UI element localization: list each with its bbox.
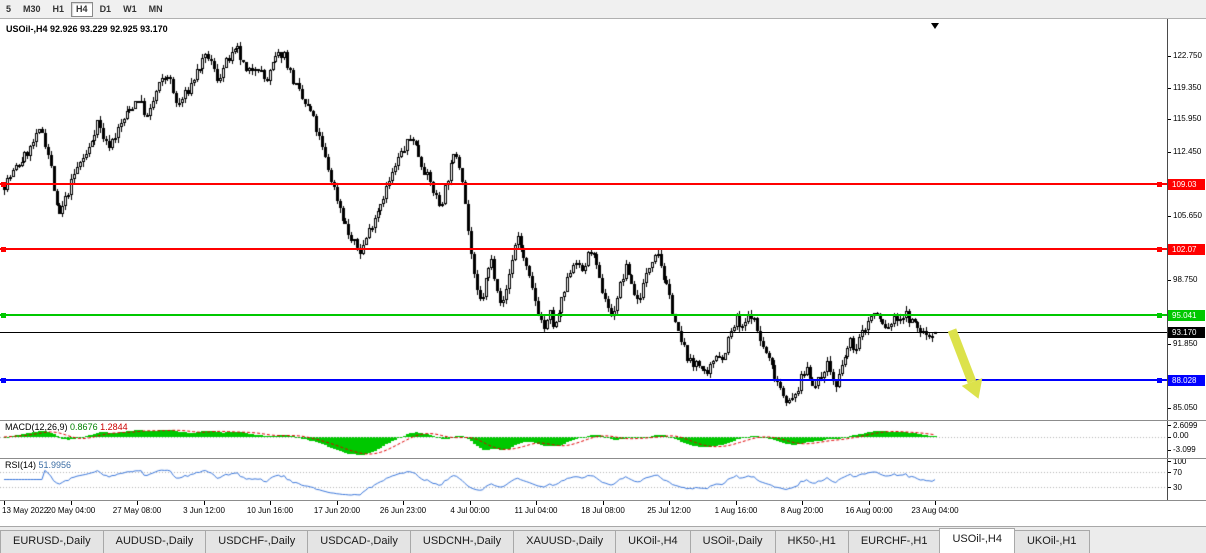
tab-usdcad-daily[interactable]: USDCAD-,Daily bbox=[307, 530, 411, 553]
chart-title: USOil-,H4 92.926 93.229 92.925 93.170 bbox=[6, 24, 168, 34]
time-axis-label: 10 Jun 16:00 bbox=[246, 506, 294, 515]
tab-audusd-daily[interactable]: AUDUSD-,Daily bbox=[102, 530, 207, 553]
timeframe-h1-button[interactable]: H1 bbox=[48, 2, 70, 17]
chart-canvas[interactable] bbox=[0, 0, 1167, 501]
time-axis-label: 11 Jul 04:00 bbox=[514, 506, 558, 515]
time-axis-tick bbox=[736, 501, 737, 505]
time-axis-tick bbox=[71, 501, 72, 505]
timeframe-mn-button[interactable]: MN bbox=[144, 2, 168, 17]
time-axis-label: 3 Jun 12:00 bbox=[183, 506, 225, 515]
tab-usoil-daily[interactable]: USOil-,Daily bbox=[689, 530, 776, 553]
time-axis-label: 26 Jun 23:00 bbox=[379, 506, 427, 515]
time-axis-label: 27 May 08:00 bbox=[112, 506, 162, 515]
time-axis-label: 13 May 2022 bbox=[2, 506, 49, 515]
time-axis-label: 4 Jul 00:00 bbox=[450, 506, 490, 515]
time-axis-tick bbox=[137, 501, 138, 505]
tab-usoil-h4[interactable]: USOil-,H4 bbox=[939, 528, 1015, 553]
annotation-arrow-icon[interactable] bbox=[942, 324, 997, 409]
tab-ukoil-h4[interactable]: UKOil-,H4 bbox=[615, 530, 691, 553]
timeframe-d1-button[interactable]: D1 bbox=[95, 2, 117, 17]
macd-value-signal: 1.2844 bbox=[100, 422, 128, 432]
time-axis-tick bbox=[470, 501, 471, 505]
time-axis-tick bbox=[337, 501, 338, 505]
tab-ukoil-h1[interactable]: UKOil-,H1 bbox=[1013, 530, 1090, 553]
time-axis-tick bbox=[802, 501, 803, 505]
time-axis-tick bbox=[869, 501, 870, 505]
time-axis-label: 25 Jul 12:00 bbox=[647, 506, 691, 515]
tab-usdchf-daily[interactable]: USDCHF-,Daily bbox=[205, 530, 309, 553]
time-axis-tick bbox=[536, 501, 537, 505]
tab-eurchf-h1[interactable]: EURCHF-,H1 bbox=[847, 530, 941, 553]
time-axis-label: 16 Aug 00:00 bbox=[845, 506, 893, 515]
timeframe-h4-button[interactable]: H4 bbox=[71, 1, 93, 17]
tab-xauusd-daily[interactable]: XAUUSD-,Daily bbox=[513, 530, 617, 553]
time-axis-label: 17 Jun 20:00 bbox=[313, 506, 361, 515]
macd-name: MACD(12,26,9) bbox=[5, 422, 68, 432]
time-axis-tick bbox=[403, 501, 404, 505]
tab-usdcnh-daily[interactable]: USDCNH-,Daily bbox=[409, 530, 515, 553]
timeframe-w1-button[interactable]: W1 bbox=[118, 2, 142, 17]
timeframe-toolbar: 5 M30 H1 H4 D1 W1 MN bbox=[0, 0, 1206, 19]
rsi-panel-separator[interactable] bbox=[0, 458, 1206, 459]
price-axis[interactable] bbox=[1167, 19, 1206, 501]
timeframe-m30-button[interactable]: M30 bbox=[18, 2, 46, 17]
chart-shift-marker-icon bbox=[931, 23, 939, 29]
timeframe-5-button[interactable]: 5 bbox=[1, 2, 16, 17]
rsi-indicator-label: RSI(14) 51.9956 bbox=[5, 460, 71, 470]
rsi-name: RSI(14) bbox=[5, 460, 37, 470]
time-axis-tick bbox=[669, 501, 670, 505]
time-axis-tick bbox=[935, 501, 936, 505]
macd-panel-separator[interactable] bbox=[0, 420, 1206, 421]
time-axis-label: 23 Aug 04:00 bbox=[911, 506, 959, 515]
tab-eurusd-daily[interactable]: EURUSD-,Daily bbox=[0, 530, 104, 553]
tab-hk50-h1[interactable]: HK50-,H1 bbox=[774, 530, 849, 553]
time-axis-label: 18 Jul 08:00 bbox=[581, 506, 625, 515]
macd-indicator-label: MACD(12,26,9) 0.8676 1.2844 bbox=[5, 422, 128, 432]
symbol-tab-bar: EURUSD-,Daily AUDUSD-,Daily USDCHF-,Dail… bbox=[0, 526, 1206, 553]
time-axis-tick bbox=[270, 501, 271, 505]
time-axis-label: 20 May 04:00 bbox=[46, 506, 96, 515]
time-axis-tick bbox=[204, 501, 205, 505]
time-axis-tick bbox=[4, 501, 5, 505]
time-axis-label: 1 Aug 16:00 bbox=[714, 506, 758, 515]
time-axis-separator bbox=[0, 500, 1206, 501]
rsi-value: 51.9956 bbox=[38, 460, 72, 470]
time-axis-tick bbox=[603, 501, 604, 505]
macd-value-main: 0.8676 bbox=[70, 422, 98, 432]
time-axis-label: 8 Aug 20:00 bbox=[780, 506, 824, 515]
